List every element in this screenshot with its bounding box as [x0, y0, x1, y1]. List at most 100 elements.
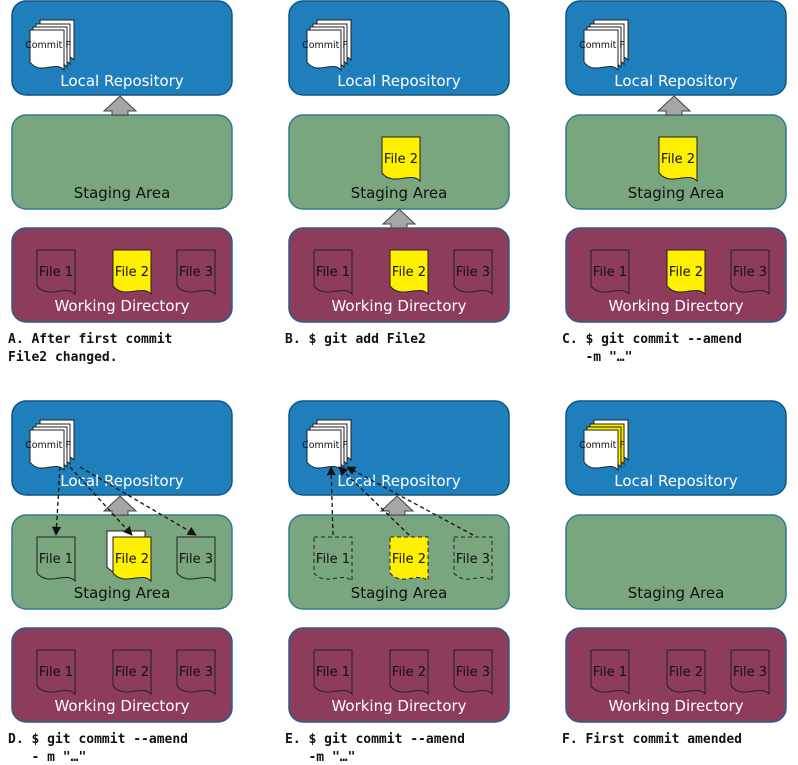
- staging-area-label: Staging Area: [351, 584, 448, 602]
- file-icon: File 3: [176, 249, 216, 296]
- working-directory-label: Working Directory: [608, 697, 743, 715]
- commit-label: Commit F: [579, 40, 625, 51]
- file-icon: File 1: [590, 249, 630, 296]
- up-arrow-icon: [102, 495, 138, 516]
- panel-caption: C. $ git commit --amend: [562, 332, 742, 347]
- commit-label: Commit F: [302, 40, 348, 51]
- file-label: File 3: [179, 265, 213, 280]
- commit-stack-icon: Commit F: [302, 19, 352, 72]
- staging-area-label: Staging Area: [74, 584, 171, 602]
- file-label: File 1: [39, 665, 73, 680]
- commit-stack-icon: Commit F: [579, 419, 629, 472]
- file-icon: File 1: [313, 249, 353, 296]
- working-directory-label: Working Directory: [608, 297, 743, 315]
- file-label: File 3: [179, 552, 213, 567]
- working-directory-label: Working Directory: [331, 697, 466, 715]
- panel-e: Local Repository Commit F Staging Area Work…: [285, 400, 510, 765]
- staging-area-label: Staging Area: [628, 584, 725, 602]
- file-label: File 2: [384, 152, 418, 167]
- commit-stack-icon: Commit F: [579, 19, 629, 72]
- staging-area-label: Staging Area: [351, 184, 448, 202]
- file-icon: File 2: [112, 249, 152, 296]
- panel-caption: D. $ git commit --amend: [8, 732, 188, 747]
- file-icon: File 1: [36, 249, 76, 296]
- file-label: File 1: [593, 265, 627, 280]
- panel-c: Local Repository Commit F Staging Area Work…: [562, 0, 787, 365]
- panel-f: Local Repository Commit F Staging Area Work…: [562, 400, 787, 747]
- file-label: File 3: [456, 665, 490, 680]
- file-label: File 2: [392, 665, 426, 680]
- file-icon: File 2: [381, 136, 421, 183]
- file-icon: File 2: [389, 249, 429, 296]
- panel-caption: F. First commit amended: [562, 732, 742, 747]
- dashed-arrow: [79, 466, 197, 536]
- dashed-arrow: [326, 466, 336, 536]
- file-label: File 1: [316, 552, 350, 567]
- file-label: File 2: [392, 265, 426, 280]
- staging-area-label: Staging Area: [628, 184, 725, 202]
- file-icon: File 1: [590, 649, 630, 696]
- local-repository-label: Local Repository: [614, 72, 738, 90]
- file-label: File 1: [39, 552, 73, 567]
- file-icon: File 3: [730, 649, 770, 696]
- commit-label: Commit F: [579, 440, 625, 451]
- panel-a: Local Repository Commit F Staging Area Work…: [8, 0, 233, 365]
- panel-caption: - m "…": [8, 750, 86, 765]
- file-label: File 3: [179, 665, 213, 680]
- panel-caption: File2 changed.: [8, 350, 118, 365]
- file-label: File 3: [733, 265, 767, 280]
- commit-label: Commit F: [25, 40, 71, 51]
- file-label: File 1: [593, 665, 627, 680]
- file-icon: File 2: [106, 530, 152, 583]
- file-label: File 1: [316, 665, 350, 680]
- local-repository-label: Local Repository: [60, 472, 184, 490]
- dashed-arrow: [69, 466, 133, 536]
- local-repository-label: Local Repository: [60, 72, 184, 90]
- file-icon: File 1: [313, 649, 353, 696]
- working-directory-label: Working Directory: [54, 297, 189, 315]
- commit-stack-icon: Commit F: [25, 19, 75, 72]
- file-icon: File 2: [112, 649, 152, 696]
- file-label: File 2: [661, 152, 695, 167]
- file-icon: File 2: [666, 649, 706, 696]
- file-label: File 2: [115, 265, 149, 280]
- file-icon: File 3: [176, 536, 216, 583]
- file-icon: File 2: [666, 249, 706, 296]
- local-repository-label: Local Repository: [614, 472, 738, 490]
- file-label: File 3: [733, 665, 767, 680]
- file-icon: File 1: [313, 536, 353, 583]
- file-label: File 2: [392, 552, 426, 567]
- file-icon: File 3: [453, 536, 493, 583]
- file-label: File 2: [669, 665, 703, 680]
- up-arrow-icon: [656, 95, 692, 116]
- file-label: File 3: [456, 552, 490, 567]
- commit-stack-icon: Commit F: [302, 419, 352, 472]
- panel-b: Local Repository Commit F Staging Area Work…: [285, 0, 510, 347]
- file-label: File 2: [115, 552, 149, 567]
- file-icon: File 2: [389, 536, 429, 583]
- up-arrow-icon: [379, 495, 415, 516]
- file-label: File 2: [115, 665, 149, 680]
- commit-label: Commit F: [25, 440, 71, 451]
- dashed-arrow: [338, 466, 410, 536]
- file-label: File 1: [316, 265, 350, 280]
- panel-caption: E. $ git commit --amend: [285, 732, 465, 747]
- local-repository-label: Local Repository: [337, 472, 461, 490]
- file-icon: File 3: [176, 649, 216, 696]
- panel-caption: A. After first commit: [8, 332, 172, 347]
- dashed-arrow: [51, 466, 62, 536]
- working-directory-label: Working Directory: [331, 297, 466, 315]
- file-icon: File 3: [453, 249, 493, 296]
- file-icon: File 3: [453, 649, 493, 696]
- local-repository-label: Local Repository: [337, 72, 461, 90]
- staging-area-label: Staging Area: [74, 184, 171, 202]
- file-icon: File 3: [730, 249, 770, 296]
- commit-stack-icon: Commit F: [25, 419, 75, 472]
- file-label: File 1: [39, 265, 73, 280]
- up-arrow-icon: [381, 208, 417, 229]
- panel-caption: -m "…": [562, 350, 632, 365]
- panel-d: Local Repository Commit F Staging Area Work…: [8, 400, 233, 765]
- panel-caption: -m "…": [285, 750, 355, 765]
- panel-caption: B. $ git add File2: [285, 332, 426, 347]
